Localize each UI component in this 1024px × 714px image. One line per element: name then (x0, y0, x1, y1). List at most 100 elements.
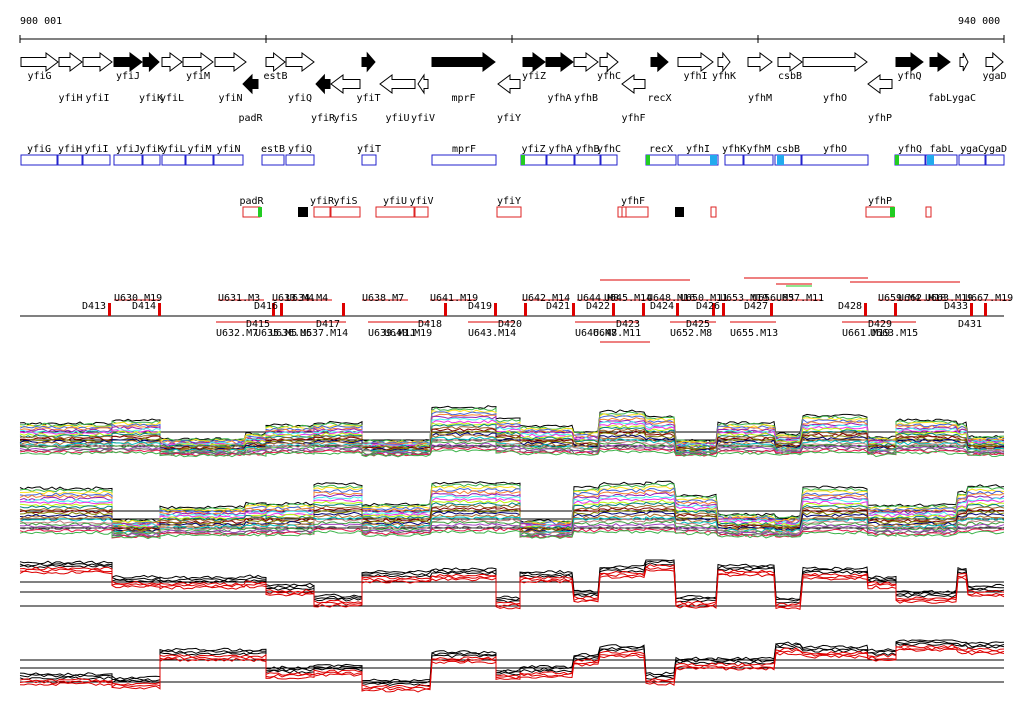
gene-arrow-yfhF[interactable] (621, 74, 646, 94)
gene-arrow-yfiG[interactable] (20, 52, 59, 72)
plus-box-yfhM[interactable] (743, 154, 774, 166)
plus-box-estB[interactable] (261, 154, 285, 166)
gene-arrow-yfhB[interactable] (573, 52, 599, 72)
black-block (298, 207, 308, 217)
plus-box-yfiK[interactable] (142, 154, 161, 166)
plus-box-recX[interactable] (645, 154, 677, 166)
down-label: D418 (418, 319, 442, 330)
gene-arrow-yfiS[interactable] (330, 74, 361, 94)
profile-line (19, 566, 1005, 608)
profile-line (19, 419, 1005, 448)
gene-arrow-yfiJ[interactable] (113, 52, 143, 72)
gene-arrow-yfhA[interactable] (545, 52, 574, 72)
gene-arrow-yfhP[interactable] (867, 74, 893, 94)
plus-box-mprF[interactable] (431, 154, 497, 166)
plus-box-label-yfiM: yfiM (187, 144, 211, 155)
plus-box-yfiG[interactable] (20, 154, 58, 166)
plus-box-yfhC[interactable] (600, 154, 618, 166)
profile-line (19, 527, 1005, 539)
gene-label-yfiN: yfiN (218, 93, 242, 104)
gene-arrow-yfiI[interactable] (82, 52, 113, 72)
profile-line (19, 430, 1005, 452)
gene-arrow-yfiU[interactable] (379, 74, 416, 94)
gene-arrow-yfiT[interactable] (361, 51, 376, 73)
gene-arrow-yfiQ[interactable] (285, 52, 315, 72)
plus-box-yfhO[interactable] (801, 154, 869, 166)
profile-line (19, 640, 1005, 685)
gene-arrow-yfiV[interactable] (417, 73, 429, 95)
minus-box-yfiS[interactable] (330, 206, 361, 218)
plus-box-yfhB[interactable] (574, 154, 601, 166)
plus-box-ygaC[interactable] (958, 154, 986, 166)
down-label: D429 (868, 319, 892, 330)
profile-line (19, 417, 1005, 447)
minus-box-yfiU[interactable] (375, 206, 415, 218)
tss-tick (342, 303, 345, 316)
segment-label-top: U634.M4 (286, 293, 328, 304)
minus-box-label-yfiV: yfiV (409, 196, 433, 207)
plus-box-ygaD[interactable] (985, 154, 1005, 166)
plus-box-yfiN[interactable] (213, 154, 244, 166)
plus-box-csbB[interactable] (774, 154, 802, 166)
plus-box-yfiQ[interactable] (285, 154, 315, 166)
plus-box-label-yfiH: yfiH (58, 144, 82, 155)
gene-arrow-recX[interactable] (650, 51, 669, 73)
minus-box-yfiV[interactable] (414, 206, 429, 218)
ruler-start-label: 900 001 (20, 16, 62, 27)
plus-box-yfiT[interactable] (361, 154, 377, 166)
down-label: D427 (744, 301, 768, 312)
small-red-box (710, 206, 717, 218)
minus-box-padR[interactable] (242, 206, 261, 218)
gene-arrow-ygaD[interactable] (985, 51, 1004, 73)
gene-arrow-yfhI[interactable] (677, 52, 714, 72)
gene-arrow-yfhQ[interactable] (895, 52, 924, 72)
down-label: D416 (254, 301, 278, 312)
gene-arrow-yfiM[interactable] (182, 52, 214, 72)
minus-box-label-yfiY: yfiY (497, 196, 521, 207)
profile-line (19, 492, 1005, 527)
minus-box-yfhP[interactable] (865, 206, 895, 218)
plus-box-label-yfhC: yfhC (597, 144, 621, 155)
plus-box-fabL[interactable] (925, 154, 958, 166)
plus-box-yfiL[interactable] (161, 154, 186, 166)
plus-box-yfhQ[interactable] (894, 154, 926, 166)
gene-arrow-padR[interactable] (242, 73, 259, 95)
gene-label-yfiJ: yfiJ (116, 71, 140, 82)
tss-tick (280, 303, 283, 316)
gene-arrow-fabL[interactable] (929, 52, 951, 72)
plus-box-label-yfiT: yfiT (357, 144, 381, 155)
gene-arrow-yfhK[interactable] (717, 51, 731, 73)
plus-box-label-yfhM: yfhM (746, 144, 770, 155)
gene-arrow-yfiL[interactable] (161, 52, 183, 72)
gene-arrow-yfiK[interactable] (142, 51, 160, 73)
gene-arrow-ygaC[interactable] (959, 52, 969, 72)
plus-box-yfhK[interactable] (724, 154, 744, 166)
profile-line (19, 489, 1005, 526)
plus-box-yfiM[interactable] (185, 154, 214, 166)
gene-arrow-csbB[interactable] (777, 52, 803, 72)
gene-arrow-yfhO[interactable] (802, 52, 868, 72)
gene-arrow-estB[interactable] (265, 51, 286, 73)
minus-box-yfiR[interactable] (313, 206, 331, 218)
gene-arrow-mprF[interactable] (431, 52, 496, 72)
gene-arrow-yfhC[interactable] (599, 51, 619, 73)
plus-box-yfhI[interactable] (677, 154, 719, 166)
overlap-marker (710, 155, 717, 165)
plus-box-yfiH[interactable] (57, 154, 83, 166)
plus-box-yfiI[interactable] (82, 154, 111, 166)
plus-box-yfhA[interactable] (546, 154, 575, 166)
minus-box-yfiY[interactable] (496, 206, 522, 218)
gene-arrow-yfiZ[interactable] (522, 52, 546, 72)
segment-label-bottom: U643.M14 (468, 328, 516, 339)
profile-line (19, 485, 1005, 525)
minus-box-yfhF[interactable] (617, 206, 649, 218)
gene-arrow-yfiY[interactable] (497, 74, 521, 94)
gene-arrow-yfiH[interactable] (58, 52, 83, 72)
gene-arrow-yfiN[interactable] (214, 52, 247, 72)
plus-box-yfiJ[interactable] (113, 154, 143, 166)
segment-label-top: U642.M14 (522, 293, 570, 304)
profile-line (19, 559, 1005, 600)
gene-arrow-yfiR[interactable] (315, 73, 331, 95)
gene-arrow-yfhM[interactable] (747, 52, 773, 72)
